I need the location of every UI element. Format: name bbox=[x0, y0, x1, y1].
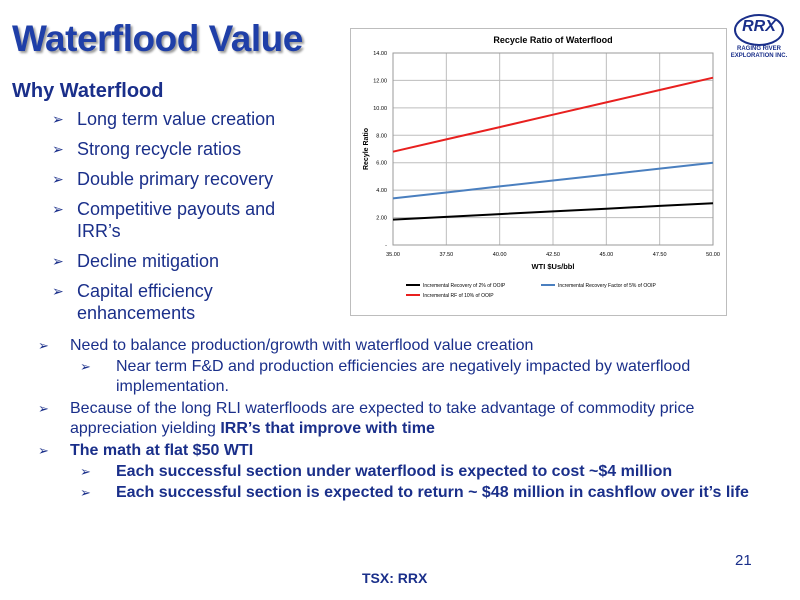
y-tick-label: - bbox=[385, 243, 387, 249]
legend-label: Incremental Recovery Factor of 5% of OOI… bbox=[558, 283, 656, 289]
series-line bbox=[392, 161, 714, 200]
x-axis-label: WTI $Us/bbl bbox=[532, 262, 575, 271]
list-item: ➢ Strong recycle ratios bbox=[52, 139, 242, 159]
y-tick-label: 2.00 bbox=[376, 216, 387, 222]
sub-list-item: ➢ Each successful section is expected to … bbox=[80, 484, 749, 501]
arrow-bullet-icon: ➢ bbox=[52, 111, 64, 127]
y-tick-label: 12.00 bbox=[373, 78, 387, 84]
slide-title: Waterflood Value bbox=[12, 18, 303, 59]
arrow-bullet-icon: ➢ bbox=[80, 359, 91, 374]
legend-label: Incremental RF of 10% of OOIP bbox=[423, 293, 494, 299]
logo-ring-icon bbox=[734, 14, 784, 46]
page-number: 21 bbox=[735, 552, 752, 569]
chart-svg: Recycle Ratio of Waterflood - 2.00 4.00 6.00… bbox=[363, 35, 720, 299]
x-tick-label: 47.50 bbox=[653, 252, 667, 258]
x-tick-label: 37.50 bbox=[439, 252, 453, 258]
x-tick-label: 35.00 bbox=[386, 252, 400, 258]
x-tick-label: 45.00 bbox=[599, 252, 613, 258]
x-tick-label: 50.00 bbox=[706, 252, 720, 258]
company-logo: RRX RAGING RIVER EXPLORATION INC. bbox=[728, 14, 790, 64]
plot-area bbox=[392, 52, 714, 246]
arrow-bullet-icon: ➢ bbox=[52, 171, 64, 187]
legend-label: Incremental Recovery of 2% of OOIP bbox=[423, 283, 506, 289]
logo-subtitle: RAGING RIVER EXPLORATION INC. bbox=[730, 46, 788, 59]
section-heading: Why Waterflood bbox=[12, 80, 164, 102]
arrow-bullet-icon: ➢ bbox=[80, 485, 91, 500]
list-item: ➢ Long term value creation bbox=[52, 109, 276, 129]
arrow-bullet-icon: ➢ bbox=[38, 338, 49, 353]
arrow-bullet-icon: ➢ bbox=[52, 283, 64, 299]
list-item: ➢ Need to balance production/growth with… bbox=[38, 336, 778, 397]
arrow-bullet-icon: ➢ bbox=[38, 443, 49, 458]
y-tick-label: 4.00 bbox=[376, 188, 387, 194]
footer-ticker: TSX: RRX bbox=[362, 570, 428, 586]
main-bullets: ➢ Need to balance production/growth with… bbox=[38, 336, 778, 505]
sub-list-item: ➢ Each successful section under waterfloo… bbox=[80, 463, 673, 480]
y-axis-label: Recyle Ratio bbox=[363, 128, 370, 170]
list-item: ➢ Competitive payouts and IRR’s bbox=[52, 199, 276, 241]
x-tick-label: 40.00 bbox=[493, 252, 507, 258]
sub-list-item: ➢ Near term F&D and production efficienci… bbox=[80, 358, 691, 395]
chart-title: Recycle Ratio of Waterflood bbox=[493, 35, 612, 45]
y-tick-label: 10.00 bbox=[373, 106, 387, 112]
x-tick-label: 42.50 bbox=[546, 252, 560, 258]
arrow-bullet-icon: ➢ bbox=[38, 401, 49, 416]
list-item: ➢ Decline mitigation bbox=[52, 251, 220, 271]
why-waterflood-list: ➢ Long term value creation ➢ Strong recycl… bbox=[52, 108, 322, 332]
series-line bbox=[392, 76, 714, 153]
arrow-bullet-icon: ➢ bbox=[52, 141, 64, 157]
arrow-bullet-icon: ➢ bbox=[80, 464, 91, 479]
y-tick-label: 6.00 bbox=[376, 161, 387, 167]
arrow-bullet-icon: ➢ bbox=[52, 201, 64, 217]
logo-name: RRX bbox=[742, 18, 776, 35]
y-tick-label: 8.00 bbox=[376, 133, 387, 139]
list-item: ➢ The math at flat $50 WTI ➢ Each success… bbox=[38, 441, 778, 503]
list-item: ➢ Double primary recovery bbox=[52, 169, 274, 189]
series-line bbox=[392, 202, 714, 221]
y-tick-label: 14.00 bbox=[373, 51, 387, 57]
arrow-bullet-icon: ➢ bbox=[52, 253, 64, 269]
list-item: ➢ Because of the long RLI waterfloods ar… bbox=[38, 400, 695, 437]
recycle-ratio-chart: Recycle Ratio of Waterflood - 2.00 4.00 6.00… bbox=[350, 28, 727, 316]
list-item: ➢ Capital efficiency enhancements bbox=[52, 281, 213, 323]
